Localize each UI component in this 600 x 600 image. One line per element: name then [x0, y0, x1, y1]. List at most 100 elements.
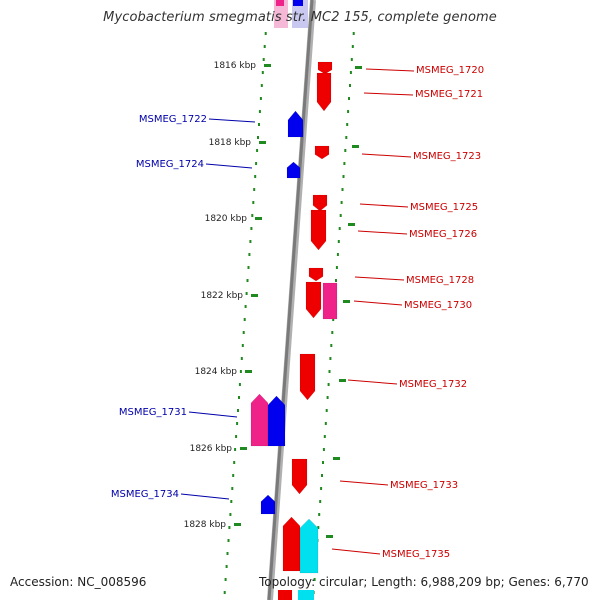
scale-dot-left	[238, 383, 241, 386]
scale-dot-left	[233, 461, 236, 464]
scale-dot-left	[260, 84, 263, 87]
scale-dot-left	[231, 487, 234, 490]
scale-tick-right	[333, 457, 340, 460]
scale-dot-left	[241, 344, 244, 347]
scale-dot-right	[323, 435, 326, 438]
scale-dot-left	[236, 422, 239, 425]
gene-shape	[305, 281, 322, 319]
scale-dot-left	[252, 201, 255, 204]
gene-label[interactable]: MSMEG_1734	[111, 489, 179, 500]
top-gene-pink	[276, 0, 284, 6]
accession-text: Accession: NC_008596	[10, 575, 147, 589]
scale-dot-left	[237, 409, 239, 412]
scale-label: 1824 kbp	[195, 367, 238, 377]
gene-label[interactable]: MSMEG_1730	[404, 300, 472, 311]
scale-tick-left	[245, 370, 252, 373]
scale-dot-left	[253, 188, 256, 191]
gene-shape	[310, 209, 327, 251]
gene-leader-line	[359, 203, 409, 208]
gene-label[interactable]: MSMEG_1733	[390, 480, 458, 491]
scale-dot-right	[318, 513, 321, 516]
scale-dot-right	[338, 227, 341, 230]
gene-label[interactable]: MSMEG_1735	[382, 549, 450, 560]
gene-label[interactable]: MSMEG_1721	[415, 89, 483, 100]
gene-label[interactable]: MSMEG_1726	[409, 229, 477, 240]
gene-shape	[250, 393, 269, 447]
scale-dot-tracks	[223, 32, 355, 594]
gene-shape	[282, 516, 301, 572]
scale-ticks: 1816 kbp 1818 kbp 1820 kbp 1822 kbp 1824 kbp…	[184, 61, 362, 538]
scale-dot-left	[227, 539, 230, 542]
scale-dot-left	[257, 136, 259, 139]
scale-dot-left	[223, 591, 226, 594]
scale-dot-right	[347, 110, 350, 113]
scale-dot-right	[341, 188, 344, 191]
gene-leader-line	[347, 379, 398, 385]
scale-dot-right	[340, 201, 343, 204]
scale-dot-left	[258, 123, 260, 126]
gene-label[interactable]: MSMEG_1731	[119, 407, 187, 418]
gene-shape	[317, 61, 333, 75]
scale-dot-left	[242, 331, 245, 334]
scale-dot-right	[327, 383, 330, 386]
scale-dot-left	[254, 175, 257, 178]
scale-dot-right	[335, 279, 337, 282]
scale-dot-left	[246, 279, 249, 282]
scale-dot-right	[320, 487, 323, 490]
gene-shape	[322, 282, 338, 320]
gene-label[interactable]: MSMEG_1720	[416, 65, 484, 76]
genome-backbone	[267, 0, 314, 600]
gene-label[interactable]: MSMEG_1725	[410, 202, 478, 213]
scale-dot-right	[319, 500, 322, 503]
scale-dot-left	[243, 318, 246, 321]
scale-tick-right	[343, 300, 350, 303]
scale-dot-left	[225, 565, 228, 568]
bottom-gene-cyan	[298, 590, 314, 600]
gene-leader-line	[339, 480, 389, 486]
gene-label[interactable]: MSMEG_1728	[406, 275, 474, 286]
gene-leader-line	[363, 92, 414, 96]
gene-shape	[299, 518, 319, 574]
scale-dot-left	[262, 58, 265, 61]
gene-label[interactable]: MSMEG_1723	[413, 151, 481, 162]
gene-leader-line	[357, 230, 408, 235]
gene-shape	[314, 145, 330, 160]
bottom-gene-red	[278, 590, 292, 600]
scale-dot-right	[332, 318, 335, 321]
scale-dot-right	[328, 370, 331, 373]
scale-label: 1822 kbp	[201, 291, 244, 301]
scale-label: 1816 kbp	[214, 61, 257, 71]
gene-label[interactable]: MSMEG_1732	[399, 379, 467, 390]
scale-tick-right	[326, 535, 333, 538]
scale-dot-left	[247, 266, 250, 269]
scale-dot-left	[235, 435, 238, 438]
scale-dot-right	[337, 240, 340, 243]
scale-tick-right	[348, 223, 355, 226]
scale-dot-left	[248, 253, 251, 256]
scale-dot-left	[230, 500, 233, 503]
scale-dot-right	[325, 409, 328, 412]
gene-label[interactable]: MSMEG_1724	[136, 159, 204, 170]
scale-dot-right	[349, 71, 352, 74]
scale-label: 1818 kbp	[209, 138, 252, 148]
scale-dot-left	[232, 474, 235, 477]
gene-shape	[287, 110, 304, 138]
gene-label[interactable]: MSMEG_1722	[139, 114, 207, 125]
scale-dot-right	[348, 97, 350, 100]
gene-shape	[267, 395, 286, 447]
scale-dot-right	[350, 58, 353, 61]
gene-leader-line	[180, 493, 230, 500]
scale-label: 1828 kbp	[184, 520, 227, 530]
scale-dot-right	[317, 526, 320, 529]
gene-shape	[291, 458, 308, 495]
scale-dot-right	[349, 84, 351, 87]
scale-dot-right	[336, 253, 339, 256]
scale-dot-left	[264, 32, 267, 35]
scale-dot-left	[256, 149, 259, 152]
scale-tick-left	[251, 294, 258, 297]
scale-dot-right	[329, 357, 332, 360]
scale-dot-left	[249, 240, 252, 243]
top-highlight-pink	[274, 0, 288, 28]
